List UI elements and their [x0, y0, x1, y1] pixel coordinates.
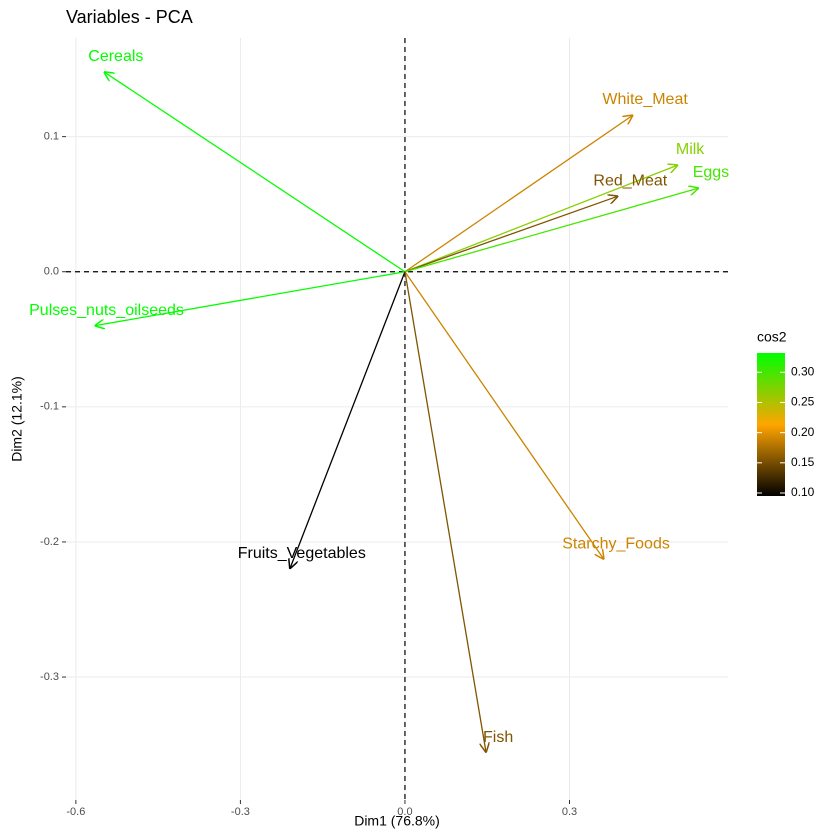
- variable-arrow: [95, 271, 406, 326]
- variable-label: Milk: [676, 141, 705, 158]
- colorbar: [757, 353, 785, 496]
- y-axis-label: Dim2 (12.1%): [9, 376, 25, 462]
- variable-label: Pulses_nuts_oilseeds: [29, 302, 184, 319]
- variable-label: White_Meat: [602, 91, 688, 108]
- variable-arrow: [404, 188, 699, 273]
- x-tick-label: -0.6: [66, 806, 85, 818]
- y-tick-label: -0.2: [40, 536, 59, 548]
- variable-arrow: [404, 196, 618, 273]
- colorbar-tick-label: 0.10: [791, 485, 815, 499]
- colorbar-tick-label: 0.15: [791, 455, 815, 469]
- variable-arrow: [104, 72, 406, 273]
- variable-label: Red_Meat: [593, 172, 667, 189]
- x-axis-label: Dim1 (76.8%): [354, 813, 440, 829]
- y-tick-label: -0.3: [40, 671, 59, 683]
- variable-label: Fish: [483, 729, 513, 746]
- x-tick-label: 0.0: [397, 806, 412, 818]
- chart-title: Variables - PCA: [66, 7, 193, 27]
- legend-title: cos2: [757, 329, 787, 345]
- y-tick-label: 0.1: [44, 131, 59, 143]
- y-tick-label: 0.0: [44, 266, 59, 278]
- variable-label: Starchy_Foods: [562, 536, 670, 553]
- x-tick-label: 0.3: [562, 806, 577, 818]
- colorbar-tick-label: 0.25: [791, 395, 815, 409]
- variable-arrow: [290, 271, 406, 569]
- variable-arrow: [404, 115, 633, 273]
- y-tick-label: -0.1: [40, 401, 59, 413]
- variable-label: Cereals: [88, 48, 143, 65]
- x-tick-label: -0.3: [231, 806, 250, 818]
- colorbar-tick-label: 0.20: [791, 425, 815, 439]
- variable-arrow: [404, 165, 678, 273]
- variable-label: Eggs: [693, 164, 729, 181]
- variable-arrow: [404, 271, 486, 753]
- variable-arrow: [404, 271, 604, 560]
- colorbar-tick-label: 0.30: [791, 364, 815, 378]
- variable-label: Fruits_Vegetables: [238, 545, 366, 562]
